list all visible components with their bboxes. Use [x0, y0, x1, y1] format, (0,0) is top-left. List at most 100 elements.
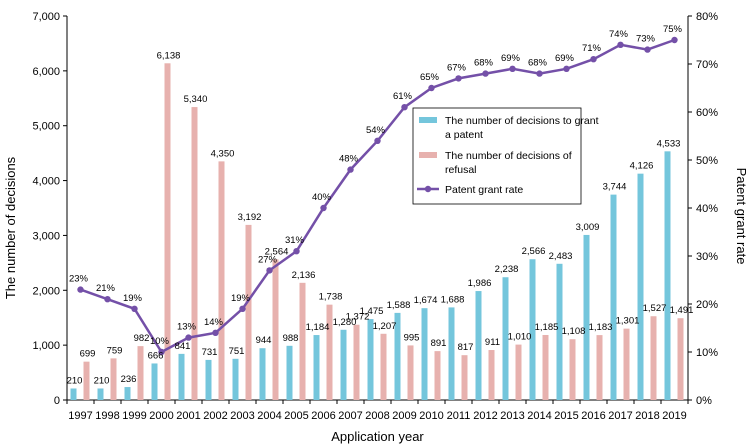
grant-rate-label: 54% [366, 125, 386, 136]
grant-value-label: 4,126 [630, 161, 654, 172]
grant-rate-point [428, 85, 434, 91]
grant-rate-label: 19% [231, 293, 251, 304]
refusal-bar [624, 329, 630, 400]
grant-rate-point [185, 334, 191, 340]
grant-value-label: 1,588 [387, 300, 411, 311]
x-tick-label: 2013 [500, 410, 524, 422]
left-tick-label: 3,000 [32, 230, 60, 242]
refusal-value-label: 1,738 [319, 292, 343, 303]
grant-rate-point [617, 42, 623, 48]
refusal-bar [300, 283, 306, 400]
refusal-value-label: 1,527 [643, 303, 667, 314]
grant-rate-point [482, 70, 488, 76]
grant-rate-label: 31% [285, 235, 305, 246]
refusal-value-label: 6,138 [157, 50, 181, 61]
right-tick-label: 10% [696, 347, 718, 359]
grant-rate-point [77, 286, 83, 292]
grant-rate-point [509, 66, 515, 72]
grant-value-label: 841 [175, 341, 191, 352]
right-tick-label: 0% [696, 395, 712, 407]
refusal-bar [381, 334, 387, 400]
grant-rate-label: 40% [312, 192, 332, 203]
grant-bar [98, 388, 104, 400]
right-tick-label: 30% [696, 251, 718, 263]
legend-label-refusal-line2: refusal [445, 164, 477, 176]
refusal-bar [219, 161, 225, 400]
grant-rate-label: 13% [177, 322, 197, 333]
legend-label-refusal-line1: The number of decisions of [445, 150, 572, 162]
x-tick-label: 2008 [365, 410, 389, 422]
x-tick-label: 2000 [149, 410, 173, 422]
refusal-value-label: 699 [80, 349, 96, 360]
x-tick-label: 2003 [230, 410, 254, 422]
x-tick-label: 2005 [284, 410, 308, 422]
refusal-bar [516, 345, 522, 400]
refusal-value-label: 995 [404, 332, 420, 343]
grant-value-label: 731 [202, 347, 218, 358]
grant-bar [476, 291, 482, 400]
refusal-value-label: 1,301 [616, 316, 640, 327]
refusal-bar [273, 259, 279, 400]
refusal-value-label: 1,207 [373, 321, 397, 332]
grant-value-label: 3,744 [603, 182, 627, 193]
grant-rate-label: 67% [447, 62, 467, 73]
left-tick-label: 2,000 [32, 285, 60, 297]
grant-rate-label: 27% [258, 254, 278, 265]
grant-bar [233, 359, 239, 400]
left-tick-label: 4,000 [32, 176, 60, 188]
x-tick-label: 1997 [68, 410, 92, 422]
refusal-value-label: 759 [107, 345, 123, 356]
grant-value-label: 2,566 [522, 246, 546, 257]
grant-bar [260, 348, 266, 400]
grant-value-label: 944 [256, 335, 272, 346]
refusal-bar [408, 345, 414, 400]
legend-swatch-refusal [419, 152, 437, 158]
left-tick-label: 1,000 [32, 340, 60, 352]
grant-rate-label: 68% [474, 58, 494, 69]
left-tick-label: 7,000 [32, 11, 60, 23]
x-tick-label: 2002 [203, 410, 227, 422]
right-tick-label: 60% [696, 107, 718, 119]
refusal-bar [111, 358, 117, 400]
grant-rate-point [671, 37, 677, 43]
grant-value-label: 210 [67, 375, 83, 386]
grant-value-label: 988 [283, 333, 299, 344]
left-axis-title: The number of decisions [3, 156, 18, 299]
grant-value-label: 751 [229, 346, 245, 357]
grant-bar [287, 346, 293, 400]
grant-rate-label: 69% [501, 53, 521, 64]
refusal-value-label: 1,010 [508, 332, 532, 343]
refusal-bar [543, 335, 549, 400]
grant-rate-label: 21% [96, 283, 116, 294]
x-tick-label: 2015 [554, 410, 578, 422]
refusal-bar [462, 355, 468, 400]
x-axis-title: Application year [331, 429, 424, 444]
x-tick-label: 2007 [338, 410, 362, 422]
grant-rate-point [293, 248, 299, 254]
grant-bar [665, 151, 671, 400]
refusal-bar [354, 325, 360, 400]
data-labels: 2102102366668417317519449881,1841,2801,4… [67, 24, 694, 386]
left-tick-label: 5,000 [32, 121, 60, 133]
grant-rate-label: 75% [663, 24, 683, 35]
refusal-value-label: 1,108 [562, 326, 586, 337]
refusal-bar [138, 346, 144, 400]
grant-value-label: 210 [94, 375, 110, 386]
x-tick-label: 2004 [257, 410, 281, 422]
grant-rate-point [563, 66, 569, 72]
refusal-value-label: 891 [431, 338, 447, 349]
grant-bar [179, 354, 185, 400]
left-tick-label: 0 [54, 395, 60, 407]
grant-value-label: 1,674 [414, 295, 438, 306]
grant-value-label: 3,009 [576, 222, 600, 233]
x-tick-label: 2016 [581, 410, 605, 422]
x-tick-label: 2019 [662, 410, 686, 422]
x-tick-label: 2011 [447, 410, 471, 422]
refusal-bar [327, 305, 333, 400]
legend-swatch-grant [419, 117, 437, 123]
refusal-value-label: 1,185 [535, 322, 559, 333]
grant-rate-label: 14% [204, 317, 224, 328]
grant-value-label: 1,688 [441, 294, 465, 305]
grant-rate-point [644, 46, 650, 52]
refusal-value-label: 4,350 [211, 148, 235, 159]
